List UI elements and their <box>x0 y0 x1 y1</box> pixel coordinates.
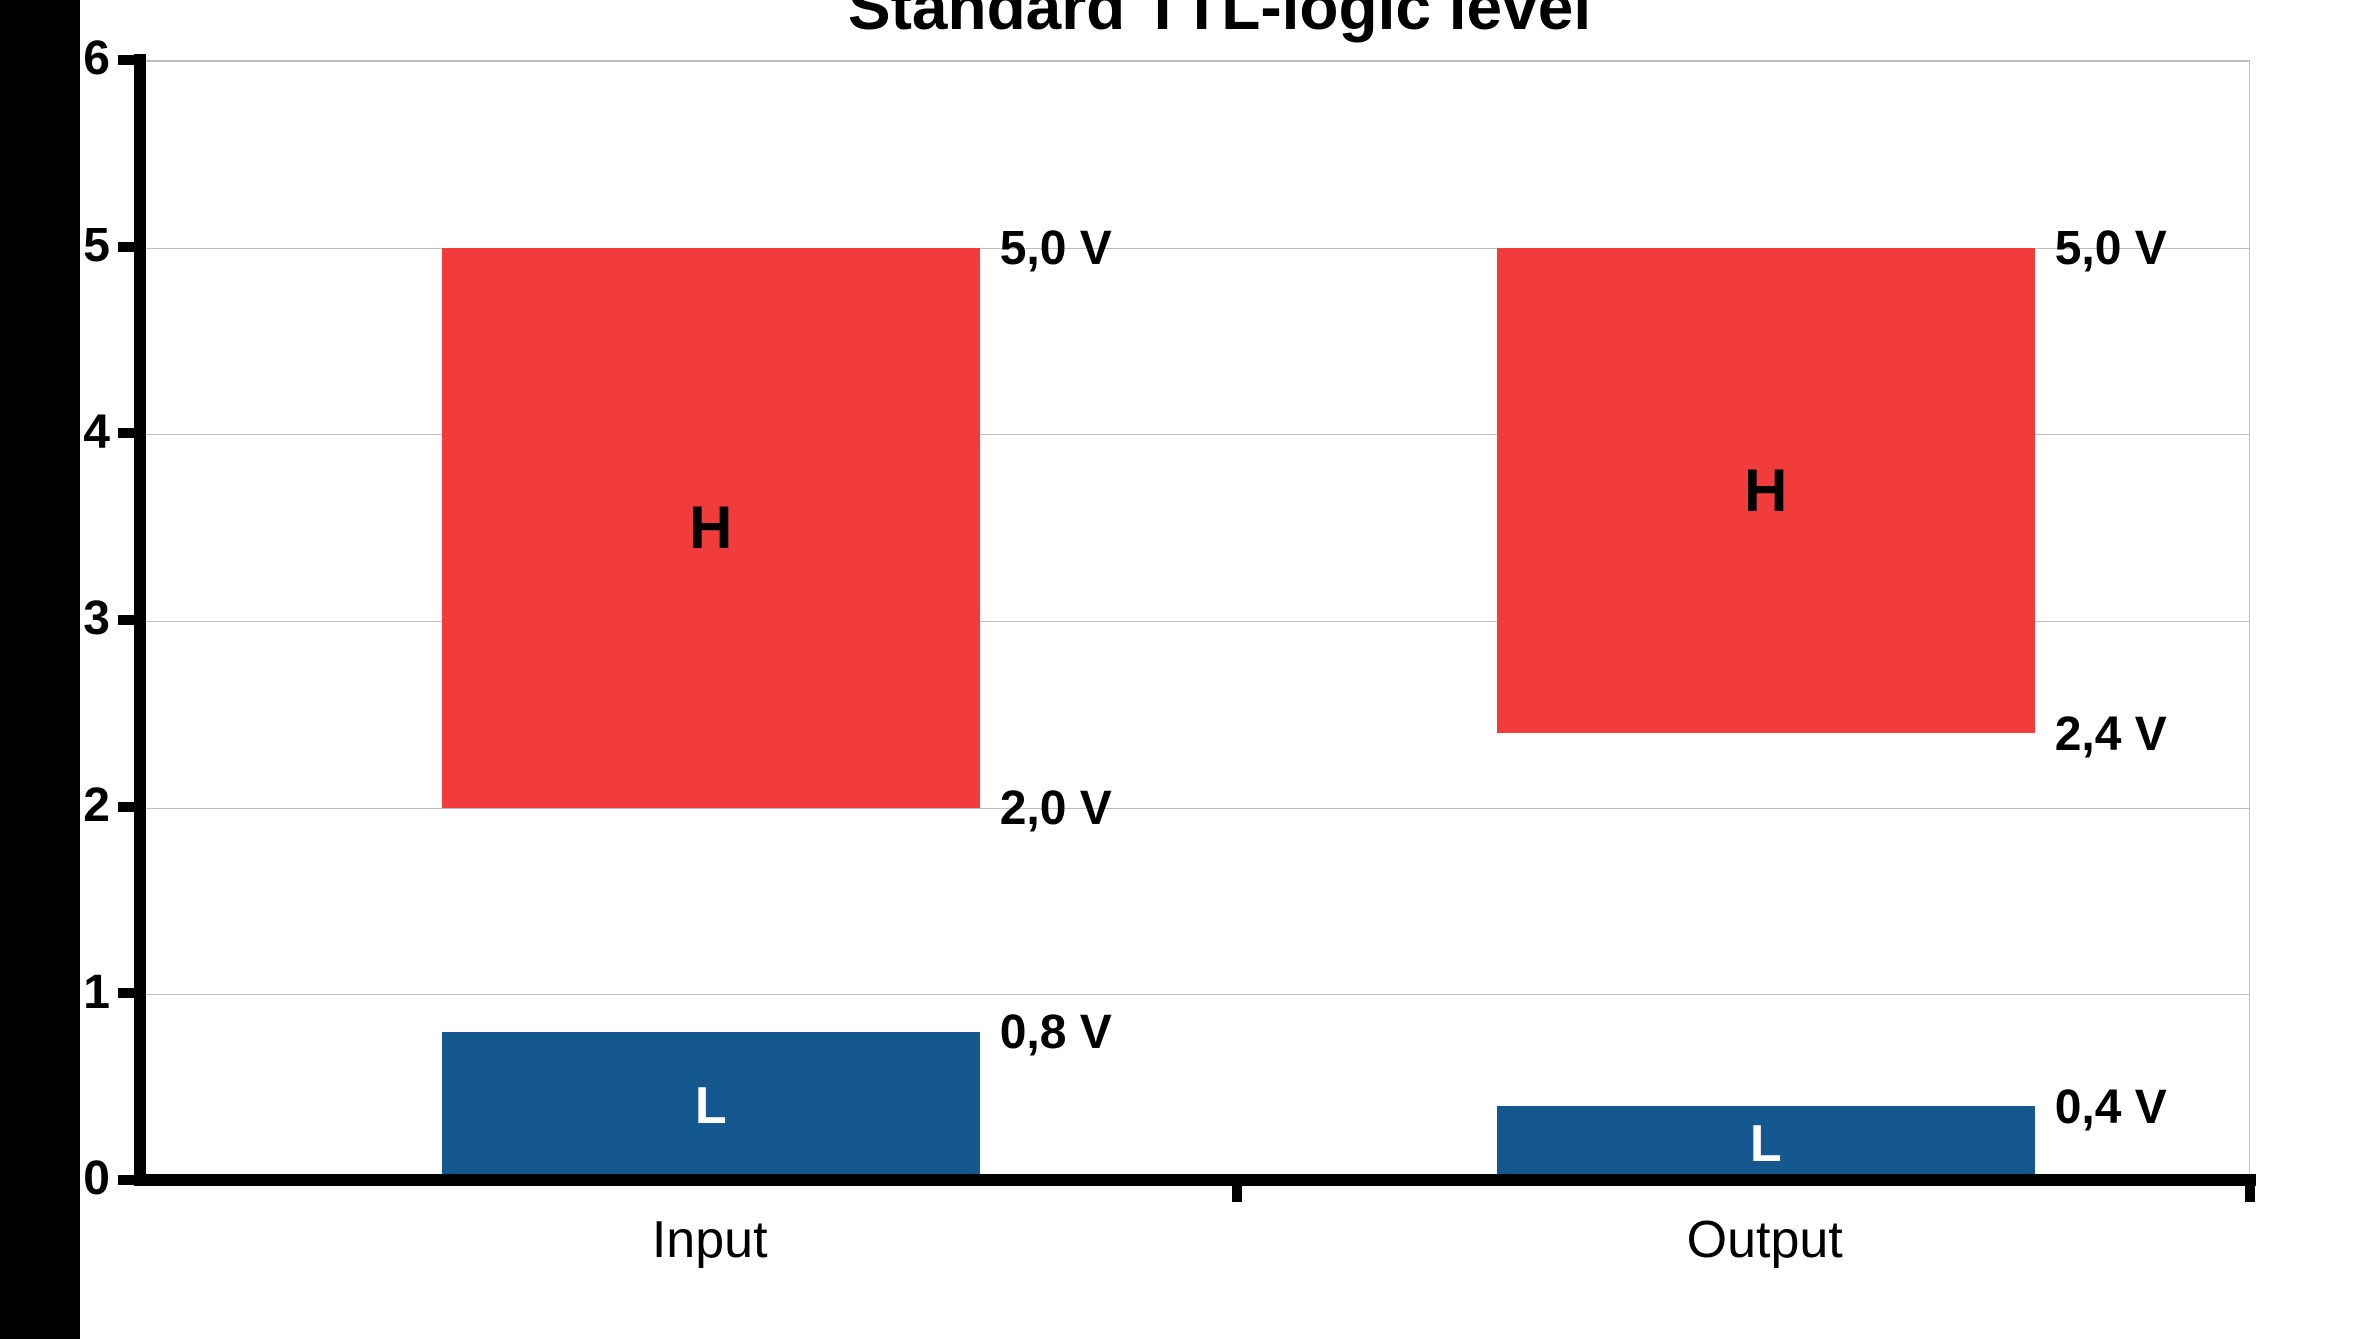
plot-area: L 0,8 V H 5,0 V 2,0 V L 0,4 V H 5,0 V 2,4 V <box>140 60 2250 1180</box>
x-tick <box>1232 1180 1242 1202</box>
value-label: 0,4 V <box>2055 1080 2167 1135</box>
bar-output-low: L <box>1497 1106 2035 1181</box>
y-tick-label: 1 <box>40 965 110 1020</box>
y-tick-label: 4 <box>40 405 110 460</box>
bar-letter: L <box>695 1076 727 1136</box>
x-axis <box>134 1174 2256 1186</box>
y-tick <box>118 615 140 625</box>
chart-panel: Standard TTL-logic level L 0,8 V H 5,0 V 2,0… <box>80 0 2359 1339</box>
y-tick-label: 2 <box>40 778 110 833</box>
value-label: 2,0 V <box>1000 781 1112 836</box>
bar-letter: H <box>689 493 732 562</box>
x-category-label: Input <box>652 1210 768 1270</box>
grid-line <box>141 808 2249 809</box>
grid-line <box>141 994 2249 995</box>
y-tick <box>118 428 140 438</box>
bar-letter: L <box>1750 1114 1782 1174</box>
x-tick <box>2245 1180 2255 1202</box>
value-label: 5,0 V <box>2055 221 2167 276</box>
y-tick-label: 3 <box>40 591 110 646</box>
y-tick-label: 0 <box>40 1151 110 1206</box>
bar-output-high: H <box>1497 248 2035 733</box>
bar-letter: H <box>1744 456 1787 525</box>
y-tick-label: 5 <box>40 218 110 273</box>
y-tick <box>118 1175 140 1185</box>
y-tick <box>118 802 140 812</box>
y-tick <box>118 55 140 65</box>
grid-line <box>141 61 2249 62</box>
value-label: 2,4 V <box>2055 707 2167 762</box>
bar-input-low: L <box>442 1032 980 1181</box>
chart-title: Standard TTL-logic level <box>848 0 1591 44</box>
bar-input-high: H <box>442 248 980 808</box>
x-category-label: Output <box>1687 1210 1843 1270</box>
value-label: 0,8 V <box>1000 1005 1112 1060</box>
value-label: 5,0 V <box>1000 221 1112 276</box>
y-tick-label: 6 <box>40 31 110 86</box>
y-tick <box>118 988 140 998</box>
y-tick <box>118 242 140 252</box>
